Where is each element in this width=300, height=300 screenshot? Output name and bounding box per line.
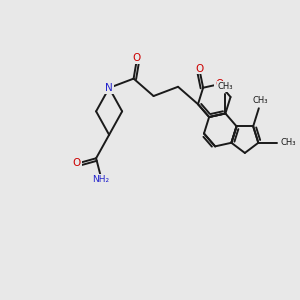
Text: O: O: [133, 53, 141, 63]
Text: CH₃: CH₃: [253, 96, 268, 105]
Text: N: N: [105, 83, 113, 93]
Text: O: O: [195, 64, 203, 74]
Text: CH₃: CH₃: [281, 138, 296, 147]
Text: NH₂: NH₂: [92, 175, 110, 184]
Text: CH₃: CH₃: [218, 82, 233, 91]
Text: O: O: [72, 158, 81, 168]
Text: O: O: [215, 79, 223, 89]
